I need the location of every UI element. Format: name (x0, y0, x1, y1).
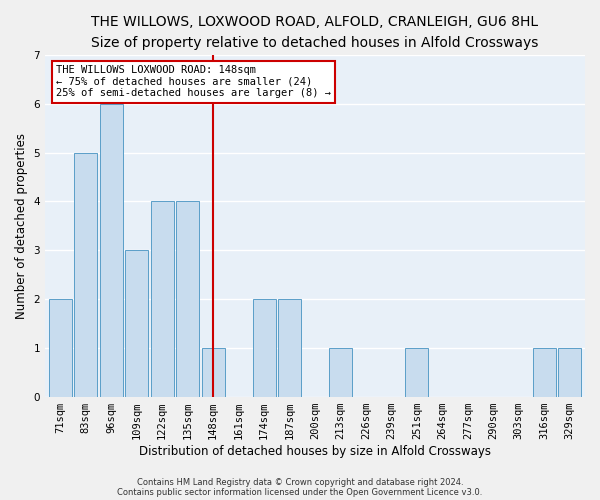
Bar (253, 299, 275, 396)
Bar (278, 299, 301, 396)
X-axis label: Distribution of detached houses by size in Alfold Crossways: Distribution of detached houses by size … (139, 444, 491, 458)
Text: Contains HM Land Registry data © Crown copyright and database right 2024.: Contains HM Land Registry data © Crown c… (137, 478, 463, 487)
Bar (202, 348, 224, 397)
Bar (100, 104, 123, 397)
Bar (125, 250, 148, 396)
Bar (176, 202, 199, 396)
Bar (74, 152, 97, 396)
Text: Contains public sector information licensed under the Open Government Licence v3: Contains public sector information licen… (118, 488, 482, 497)
Bar (329, 348, 352, 397)
Bar (49, 299, 72, 396)
Title: THE WILLOWS, LOXWOOD ROAD, ALFOLD, CRANLEIGH, GU6 8HL
Size of property relative : THE WILLOWS, LOXWOOD ROAD, ALFOLD, CRANL… (91, 15, 539, 50)
Bar (558, 348, 581, 397)
Bar (151, 202, 173, 396)
Bar (406, 348, 428, 397)
Bar (533, 348, 556, 397)
Text: THE WILLOWS LOXWOOD ROAD: 148sqm
← 75% of detached houses are smaller (24)
25% o: THE WILLOWS LOXWOOD ROAD: 148sqm ← 75% o… (56, 65, 331, 98)
Y-axis label: Number of detached properties: Number of detached properties (15, 133, 28, 319)
